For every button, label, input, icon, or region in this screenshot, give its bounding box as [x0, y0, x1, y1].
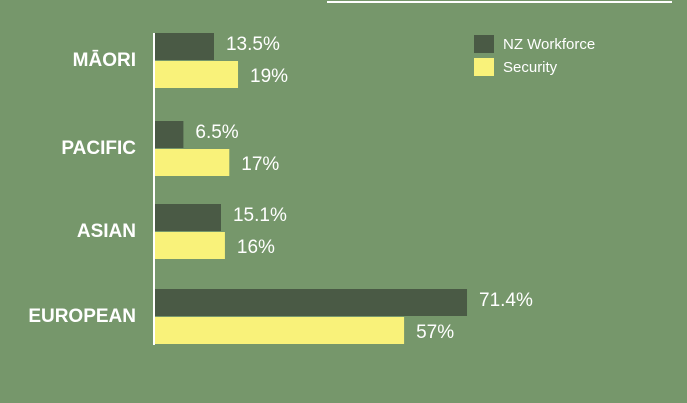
legend-label: Security: [503, 59, 558, 76]
value-label: 16%: [237, 237, 275, 258]
bar: [155, 232, 225, 259]
bar: [155, 121, 184, 148]
bar: [155, 204, 221, 231]
value-label: 71.4%: [479, 290, 533, 311]
value-label: 17%: [241, 154, 279, 175]
value-label: 6.5%: [195, 122, 238, 143]
bar: [155, 289, 468, 316]
bar: [155, 317, 405, 344]
bar: [155, 149, 230, 176]
legend-swatch: [474, 58, 494, 76]
category-label: MĀORI: [73, 50, 136, 71]
category-label: EUROPEAN: [28, 306, 136, 327]
legend-swatch: [474, 35, 494, 53]
value-label: 13.5%: [226, 34, 280, 55]
legend-label: NZ Workforce: [503, 36, 595, 53]
category-label: PACIFIC: [61, 138, 136, 159]
value-label: 15.1%: [233, 205, 287, 226]
value-label: 19%: [250, 66, 288, 87]
bar: [155, 33, 214, 60]
bar: [155, 61, 239, 88]
category-label: ASIAN: [77, 221, 136, 242]
value-label: 57%: [416, 322, 454, 343]
